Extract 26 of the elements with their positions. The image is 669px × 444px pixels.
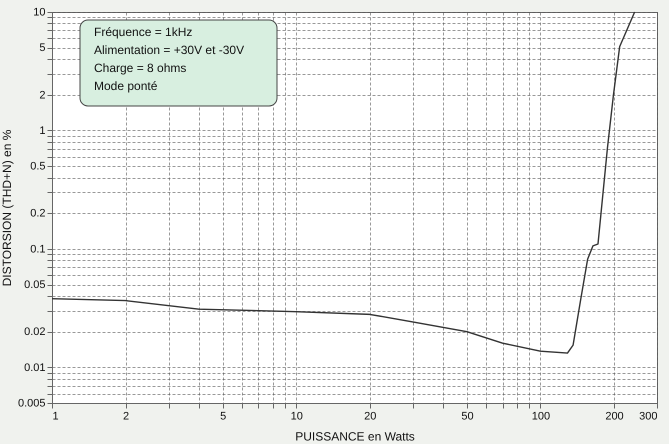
y-axis-title: DISTORSION (THD+N) en % (0, 129, 14, 286)
y-tick-label: 0.005 (18, 398, 46, 410)
annotation: Mode ponté (94, 79, 158, 93)
annotation: Fréquence = 1kHz (94, 25, 192, 39)
annotation: Alimentation = +30V et -30V (94, 43, 244, 57)
y-tick-label: 10 (33, 6, 46, 18)
y-tick-label: 5 (39, 42, 46, 54)
y-tick-label: 2 (39, 89, 46, 102)
y-tick-label: 0.1 (30, 243, 46, 256)
y-tick-label: 0.01 (24, 362, 46, 374)
x-tick-label: 100 (532, 410, 550, 422)
x-tick-label: 2 (122, 410, 130, 422)
x-tick-label: 50 (461, 410, 474, 422)
y-tick-label: 0.2 (30, 208, 46, 220)
y-tick-label: 1 (39, 124, 46, 137)
y-tick-label: 0.05 (24, 279, 46, 292)
x-tick-label: 200 (605, 410, 624, 422)
annotation: Charge = 8 ohms (94, 61, 186, 75)
x-axis-title: PUISSANCE en Watts (295, 430, 415, 444)
x-tick-label: 5 (220, 410, 226, 422)
x-tick-label: 300 (639, 410, 658, 422)
x-tick-label: 1 (52, 410, 59, 422)
x-tick-label: 20 (364, 410, 376, 422)
y-tick-label: 0.5 (30, 160, 46, 173)
y-tick-label: 0.02 (24, 326, 46, 338)
x-tick-label: 10 (290, 410, 303, 422)
